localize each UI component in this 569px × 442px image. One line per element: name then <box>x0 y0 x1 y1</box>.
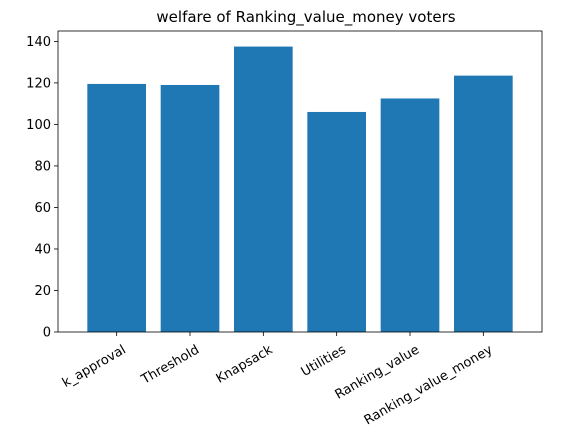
bar-ranking-value <box>380 98 440 332</box>
axes-layer <box>57 30 543 333</box>
bar-knapsack <box>234 46 293 332</box>
x-tick-label: Threshold <box>138 342 202 388</box>
y-tick-label: 80 <box>34 159 51 174</box>
y-tick-label: 20 <box>34 284 51 299</box>
x-tick-label: Utilities <box>299 342 349 380</box>
y-tick-label: 140 <box>26 35 51 50</box>
bar-threshold <box>160 84 220 332</box>
x-tick-label: k_approval <box>60 342 129 390</box>
chart-title: welfare of Ranking_value_money voters <box>156 8 455 27</box>
bar-ranking-value-money <box>454 75 513 332</box>
y-tick-label: 60 <box>34 201 51 216</box>
y-tick-label: 120 <box>26 76 51 91</box>
x-tick-label: Knapsack <box>214 342 276 386</box>
y-tick-label: 40 <box>34 242 51 257</box>
y-tick-label: 100 <box>26 118 51 133</box>
bar-k-approval <box>87 83 146 333</box>
x-tick-label: Ranking_value_money <box>362 342 496 428</box>
bars-layer <box>87 46 513 333</box>
y-tick-label: 0 <box>43 326 51 341</box>
bar-utilities <box>307 111 366 333</box>
plot-frame <box>57 30 543 333</box>
